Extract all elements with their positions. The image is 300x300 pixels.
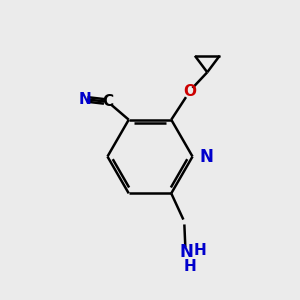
Text: H: H xyxy=(194,243,206,258)
Text: C: C xyxy=(102,94,113,109)
Text: N: N xyxy=(199,148,213,166)
Text: N: N xyxy=(78,92,91,106)
Text: N: N xyxy=(179,243,193,261)
Text: O: O xyxy=(183,84,196,99)
Text: H: H xyxy=(184,259,196,274)
